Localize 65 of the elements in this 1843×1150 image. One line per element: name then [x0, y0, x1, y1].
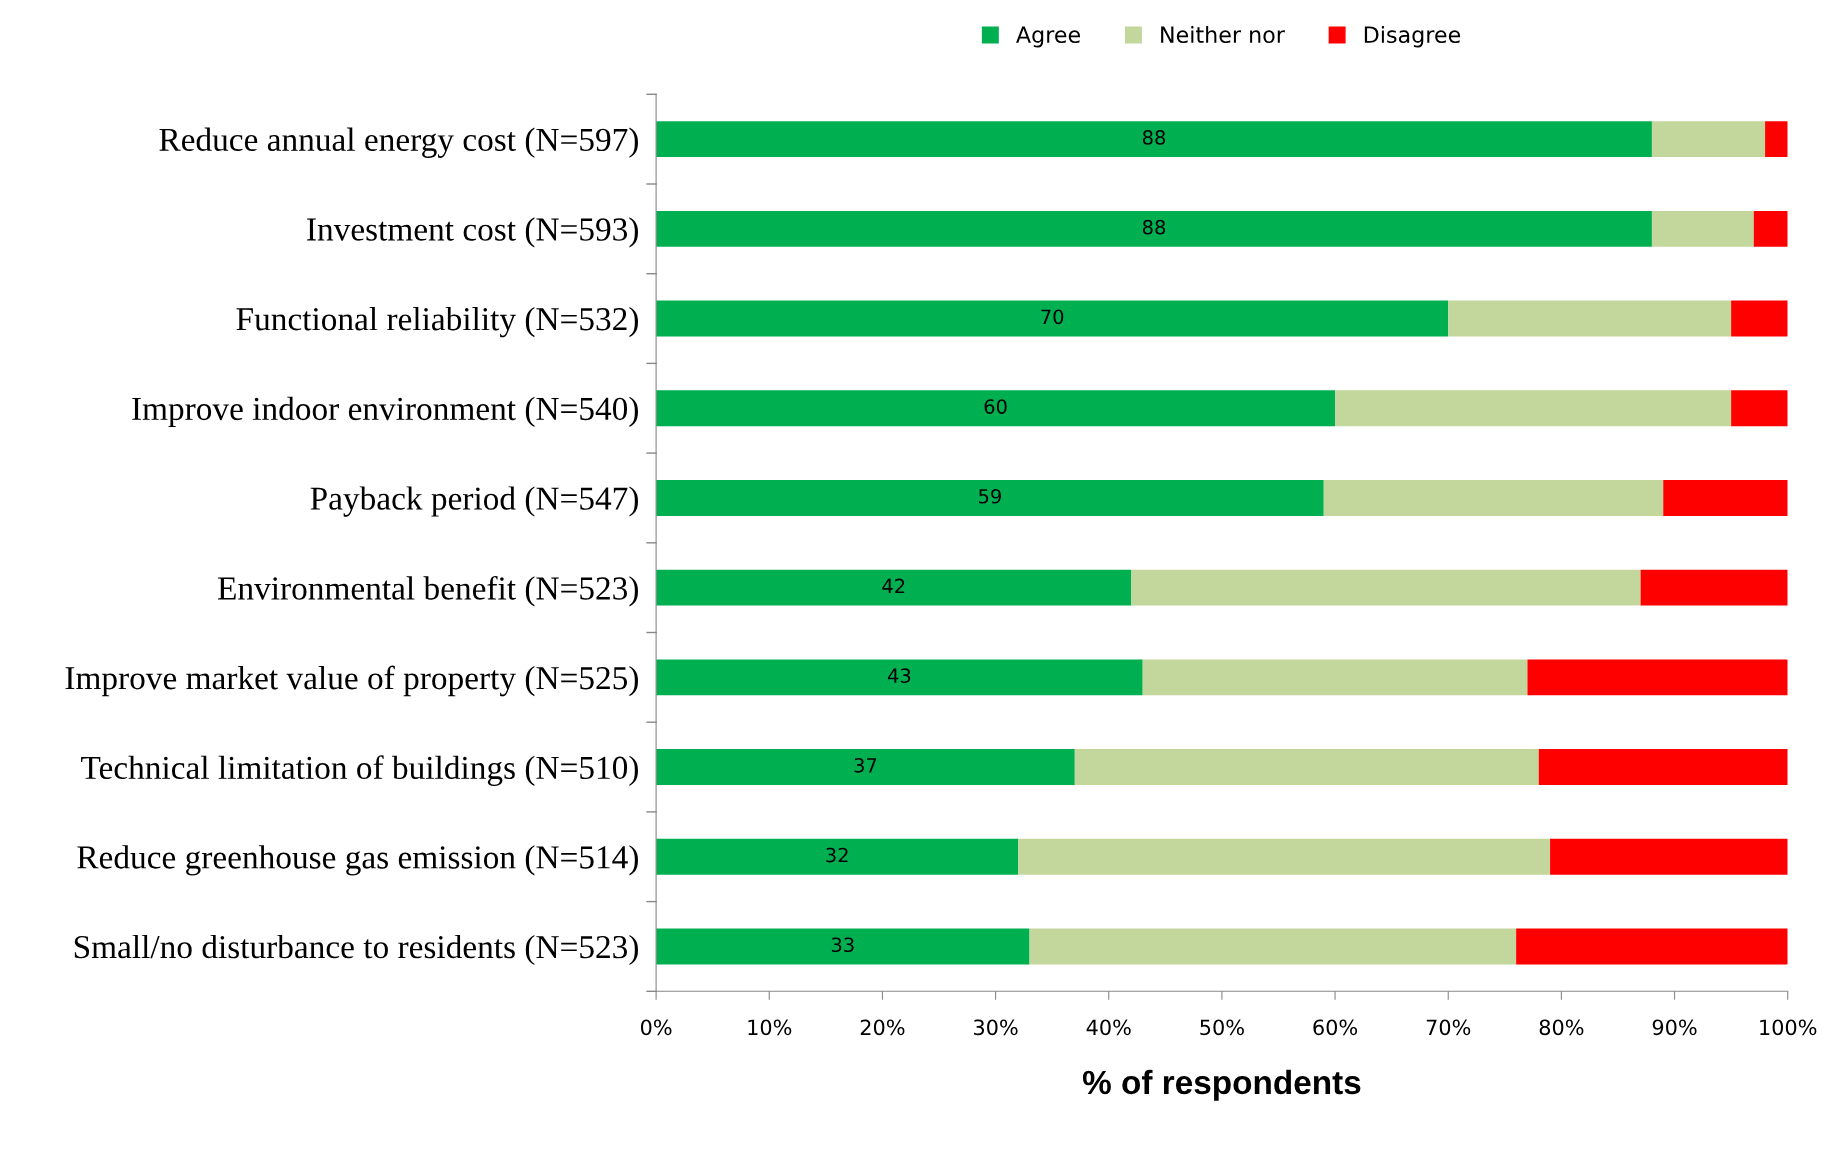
bar	[1018, 838, 1551, 875]
data-label: 32	[826, 847, 848, 863]
y-tick-label: Improve market value of property (N=525)	[65, 665, 638, 697]
y-tick-label: Investment cost (N=593)	[307, 217, 638, 248]
data-label: 88	[1142, 219, 1166, 235]
y-tick-label: Environmental benefit (N=523)	[218, 575, 638, 607]
bar	[656, 659, 1143, 696]
bar	[1448, 300, 1732, 337]
bar	[656, 928, 1030, 965]
y-tick-label: Payback period (N=547)	[310, 486, 638, 517]
bar	[1074, 749, 1539, 785]
x-tick-label: 40%	[1086, 1019, 1131, 1036]
bar	[1029, 928, 1517, 965]
legend-label: Neither nor	[1161, 25, 1285, 44]
bar	[1651, 121, 1766, 158]
y-tick-label: Small/no disturbance to residents (N=523)	[74, 934, 638, 966]
x-tick-label: 80%	[1539, 1019, 1584, 1036]
bar	[656, 121, 1652, 158]
y-tick-label: Improve indoor environment (N=540)	[132, 396, 638, 427]
bar	[1131, 569, 1641, 606]
bar	[1731, 300, 1788, 337]
y-tick-label: Technical limitation of buildings (N=510)	[81, 755, 638, 786]
data-label: 42	[882, 578, 905, 594]
x-tick-label: 50%	[1200, 1019, 1244, 1036]
bar	[1550, 838, 1788, 875]
bar	[656, 300, 1449, 337]
bar	[656, 569, 1132, 606]
data-label: 37	[854, 757, 877, 773]
bar	[1538, 749, 1788, 785]
bar	[1640, 569, 1788, 606]
data-label: 33	[831, 937, 854, 953]
bar	[656, 838, 1019, 875]
bar	[1323, 480, 1664, 516]
bar	[656, 480, 1324, 516]
bar	[1142, 659, 1528, 696]
bar	[1663, 480, 1788, 516]
bar	[656, 210, 1652, 247]
legend-label: Agree	[1016, 26, 1080, 48]
y-tick-label: Reduce annual energy cost (N=597)	[159, 127, 638, 158]
x-tick-label: 10%	[748, 1019, 792, 1036]
x-tick-label: 90%	[1652, 1019, 1697, 1036]
x-axis-title: % of respondents	[1082, 1069, 1361, 1101]
data-label: 70	[1041, 309, 1064, 325]
data-label: 59	[979, 488, 1001, 504]
bar	[1335, 390, 1732, 427]
bar	[1731, 390, 1788, 427]
x-tick-label: 30%	[974, 1019, 1018, 1036]
data-label: 43	[887, 668, 911, 683]
bar	[1753, 210, 1788, 247]
data-label: 88	[1142, 130, 1166, 145]
bar	[1527, 659, 1788, 696]
legend-label: Disagree	[1364, 25, 1461, 48]
bar	[656, 390, 1336, 427]
bar	[656, 749, 1075, 785]
y-tick-label: Functional reliability (N=532)	[236, 306, 638, 338]
x-tick-label: 0%	[640, 1019, 672, 1036]
y-tick-label: Reduce greenhouse gas emission (N=514)	[77, 845, 638, 876]
x-tick-label: 60%	[1313, 1019, 1358, 1036]
bar	[1516, 928, 1788, 965]
bar	[1651, 210, 1754, 247]
x-tick-label: 20%	[860, 1019, 905, 1036]
x-tick-label: 70%	[1426, 1019, 1471, 1036]
bar	[1765, 121, 1788, 158]
data-label: 60	[984, 399, 1007, 414]
x-tick-label: 100%	[1760, 1019, 1817, 1036]
